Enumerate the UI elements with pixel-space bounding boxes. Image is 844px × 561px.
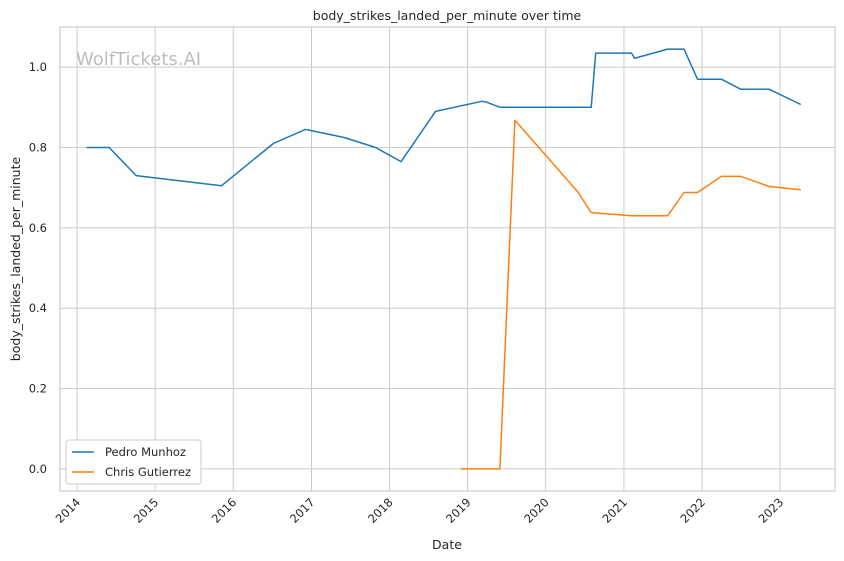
y-axis-label: body_strikes_landed_per_minute bbox=[8, 156, 23, 361]
x-tick-label: 2022 bbox=[678, 495, 709, 526]
legend-label: Chris Gutierrez bbox=[105, 465, 191, 479]
grid-layer bbox=[60, 27, 835, 491]
x-tick-label: 2014 bbox=[53, 495, 84, 526]
x-tick-label: 2016 bbox=[209, 495, 240, 526]
x-axis-ticks: 2014 2015 2016 2017 2018 2019 2020 2021 2022 2023 bbox=[53, 495, 787, 526]
x-axis-label: Date bbox=[432, 537, 462, 552]
legend-label: Pedro Munhoz bbox=[105, 445, 186, 459]
legend-frame bbox=[65, 439, 202, 485]
legend: Pedro Munhoz Chris Gutierrez bbox=[65, 439, 202, 485]
chart-title: body_strikes_landed_per_minute over time bbox=[313, 8, 582, 23]
x-tick-label: 2017 bbox=[287, 495, 318, 526]
y-tick-label: 1.0 bbox=[29, 60, 47, 74]
x-tick-label: 2023 bbox=[756, 495, 787, 526]
x-tick-label: 2018 bbox=[365, 495, 396, 526]
x-tick-label: 2021 bbox=[599, 495, 630, 526]
x-tick-label: 2020 bbox=[521, 495, 552, 526]
y-tick-label: 0.0 bbox=[29, 462, 47, 476]
series-layer bbox=[86, 48, 802, 470]
x-tick-label: 2015 bbox=[131, 495, 162, 526]
series-line-chris-gutierrez bbox=[460, 119, 801, 470]
plot-frame bbox=[59, 26, 836, 492]
y-tick-label: 0.6 bbox=[29, 221, 47, 235]
x-tick-label: 2019 bbox=[443, 495, 474, 526]
series-line-pedro-munhoz bbox=[86, 48, 802, 187]
y-axis-ticks: 0.0 0.2 0.4 0.6 0.8 1.0 bbox=[29, 60, 47, 476]
y-tick-label: 0.8 bbox=[29, 141, 47, 155]
y-tick-label: 0.4 bbox=[29, 301, 47, 315]
watermark: WolfTickets.AI bbox=[76, 49, 201, 70]
y-tick-label: 0.2 bbox=[29, 382, 47, 396]
